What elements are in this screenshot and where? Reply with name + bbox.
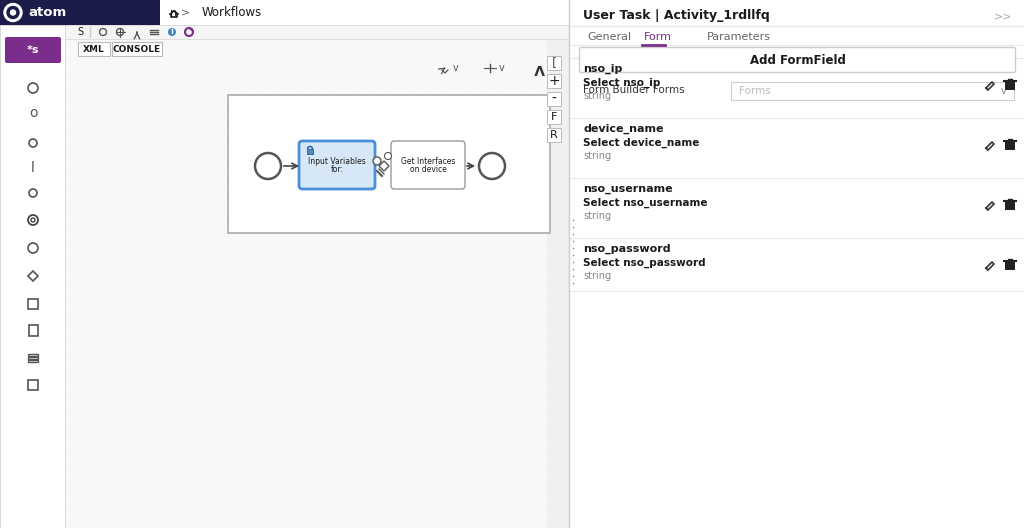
- Text: Select nso_username: Select nso_username: [583, 198, 708, 208]
- FancyBboxPatch shape: [547, 74, 561, 88]
- Circle shape: [4, 4, 22, 22]
- Text: nso_username: nso_username: [583, 184, 673, 194]
- Text: User Task | Activity_1rdllfq: User Task | Activity_1rdllfq: [583, 10, 770, 23]
- Text: Select device_name: Select device_name: [583, 138, 699, 148]
- Polygon shape: [379, 161, 389, 171]
- Circle shape: [7, 6, 19, 18]
- Text: atom: atom: [28, 6, 67, 19]
- FancyBboxPatch shape: [1005, 81, 1015, 90]
- FancyBboxPatch shape: [65, 39, 547, 528]
- FancyBboxPatch shape: [1005, 201, 1015, 210]
- Text: o: o: [29, 106, 37, 120]
- Circle shape: [10, 10, 15, 15]
- Text: [: [: [552, 56, 556, 70]
- Text: l: l: [31, 161, 35, 175]
- Text: +: +: [548, 74, 560, 88]
- FancyBboxPatch shape: [580, 48, 1016, 72]
- Text: Form: Form: [644, 32, 672, 42]
- Text: Form Builder Forms: Form Builder Forms: [583, 85, 685, 95]
- Text: string: string: [583, 91, 611, 101]
- Text: -: -: [552, 92, 556, 106]
- Text: v: v: [1000, 86, 1006, 96]
- Text: >>: >>: [993, 11, 1012, 21]
- Text: Input Variables: Input Variables: [308, 156, 366, 165]
- Text: on device: on device: [410, 165, 446, 174]
- Text: nso_ip: nso_ip: [583, 64, 623, 74]
- Circle shape: [255, 153, 281, 179]
- Text: V: V: [535, 61, 546, 75]
- Circle shape: [373, 157, 381, 165]
- Text: Add FormField: Add FormField: [750, 53, 846, 67]
- Text: string: string: [583, 151, 611, 161]
- Text: string: string: [583, 271, 611, 281]
- FancyBboxPatch shape: [228, 95, 550, 233]
- FancyBboxPatch shape: [299, 141, 375, 189]
- FancyBboxPatch shape: [5, 37, 61, 63]
- FancyBboxPatch shape: [112, 42, 162, 56]
- FancyBboxPatch shape: [547, 128, 561, 142]
- Text: i: i: [171, 27, 173, 36]
- Text: Select nso_ip: Select nso_ip: [583, 78, 660, 88]
- FancyBboxPatch shape: [0, 25, 65, 528]
- Text: v: v: [454, 63, 459, 73]
- Text: Workflows: Workflows: [202, 6, 262, 19]
- FancyBboxPatch shape: [731, 82, 1014, 100]
- Text: Parameters: Parameters: [707, 32, 771, 42]
- FancyBboxPatch shape: [547, 92, 561, 106]
- FancyBboxPatch shape: [391, 141, 465, 189]
- Text: F: F: [551, 112, 557, 122]
- FancyBboxPatch shape: [307, 149, 313, 154]
- Text: >: >: [181, 7, 190, 17]
- Circle shape: [384, 153, 391, 159]
- FancyBboxPatch shape: [0, 0, 569, 25]
- Text: for:: for:: [331, 165, 343, 174]
- FancyBboxPatch shape: [1005, 261, 1015, 270]
- Text: string: string: [583, 211, 611, 221]
- Text: R: R: [550, 130, 558, 140]
- FancyBboxPatch shape: [78, 42, 110, 56]
- Text: Forms: Forms: [739, 86, 771, 96]
- FancyBboxPatch shape: [1005, 141, 1015, 150]
- FancyBboxPatch shape: [547, 110, 561, 124]
- Text: nso_password: nso_password: [583, 244, 671, 254]
- FancyBboxPatch shape: [569, 0, 1024, 528]
- Text: Get Interfaces: Get Interfaces: [400, 156, 456, 165]
- Text: v: v: [499, 63, 505, 73]
- Text: XML: XML: [83, 44, 104, 53]
- Text: *s: *s: [27, 45, 39, 55]
- Circle shape: [479, 153, 505, 179]
- FancyBboxPatch shape: [160, 0, 569, 25]
- Circle shape: [168, 28, 176, 36]
- Text: device_name: device_name: [583, 124, 664, 134]
- Text: General: General: [587, 32, 631, 42]
- FancyBboxPatch shape: [547, 56, 561, 70]
- Text: Select nso_password: Select nso_password: [583, 258, 706, 268]
- Text: S: S: [77, 27, 83, 37]
- Text: CONSOLE: CONSOLE: [113, 44, 161, 53]
- Text: n: n: [170, 7, 177, 17]
- FancyBboxPatch shape: [65, 25, 569, 39]
